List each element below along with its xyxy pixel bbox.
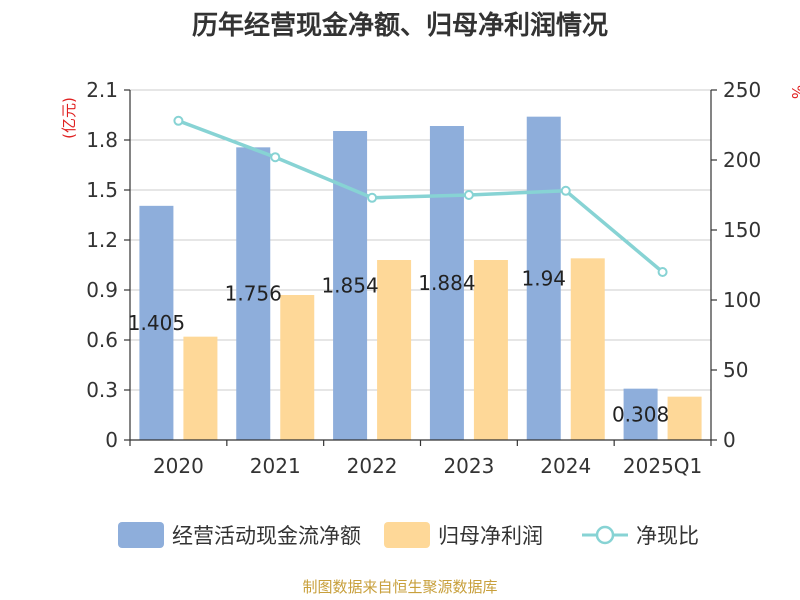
right-tick-label: 0: [723, 428, 736, 452]
ratio-point: [270, 152, 281, 163]
right-tick-label: 50: [723, 358, 748, 382]
bar-profit: [570, 258, 605, 440]
legend-swatch-profit: [384, 522, 430, 548]
left-tick-label: 0.6: [86, 328, 118, 352]
right-tick-label: 100: [723, 288, 761, 312]
legend-swatch-cashflow: [118, 522, 164, 548]
ratio-point: [367, 192, 378, 203]
left-tick-label: 1.2: [86, 228, 118, 252]
x-tick-label: 2025Q1: [623, 454, 702, 478]
x-tick-label: 2024: [540, 454, 591, 478]
bar-profit: [667, 396, 702, 440]
bar-cashflow: [526, 116, 561, 441]
bar-cashflow: [139, 205, 174, 440]
left-tick-label: 2.1: [86, 78, 118, 102]
right-tick-label: 250: [723, 78, 761, 102]
legend-label-cashflow: 经营活动现金流净额: [172, 524, 361, 548]
left-tick-label: 0.9: [86, 278, 118, 302]
data-label-cashflow: 1.405: [128, 311, 185, 335]
right-axis-unit: %: [788, 85, 800, 99]
left-tick-label: 0.3: [86, 378, 118, 402]
chart-title: 历年经营现金净额、归母净利润情况: [192, 10, 608, 41]
data-label-cashflow: 1.854: [321, 274, 378, 298]
left-tick-label: 0: [105, 428, 118, 452]
bar-profit: [377, 260, 412, 440]
legend-label-profit: 归母净利润: [438, 524, 543, 548]
data-label-cashflow: 1.756: [225, 282, 282, 306]
left-axis-unit: (亿元): [60, 97, 78, 139]
axes-layer: 0 0.3 0.6 0.9 1.2 1.5 1.8 2.1 0 50 100 150 200 250 202…: [86, 78, 761, 478]
bar-profit: [183, 336, 218, 440]
ratio-point: [657, 267, 668, 277]
legend-swatch-ratio-marker: [595, 525, 615, 545]
bar-cashflow: [429, 126, 464, 440]
legend-label-ratio: 净现比: [636, 524, 699, 548]
left-tick-label: 1.8: [86, 128, 118, 152]
x-tick-label: 2020: [153, 454, 204, 478]
data-label-cashflow: 0.308: [612, 402, 669, 426]
left-tick-label: 1.5: [86, 178, 118, 202]
x-tick-label: 2021: [250, 454, 301, 478]
data-label-cashflow: 1.884: [418, 271, 475, 295]
legend: 经营活动现金流净额 归母净利润 净现比: [118, 522, 699, 548]
x-tick-label: 2023: [443, 454, 494, 478]
bar-profit: [280, 295, 315, 440]
ratio-line: [177, 119, 664, 274]
x-tick-label: 2022: [347, 454, 398, 478]
bars-layer: [139, 116, 702, 441]
line-layer: [173, 115, 668, 277]
bar-cashflow: [236, 147, 271, 441]
bar-cashflow: [623, 388, 658, 440]
ratio-point: [463, 190, 474, 200]
bar-profit: [473, 260, 508, 440]
source-note: 制图数据来自恒生聚源数据库: [302, 578, 497, 596]
ratio-point: [560, 185, 571, 196]
right-tick-label: 150: [723, 218, 761, 242]
right-tick-label: 200: [723, 148, 761, 172]
ratio-point: [173, 115, 184, 126]
labels-layer: 1.405 1.756 1.854 1.884 1.94 0.308: [128, 266, 669, 426]
data-label-cashflow: 1.94: [521, 266, 566, 290]
